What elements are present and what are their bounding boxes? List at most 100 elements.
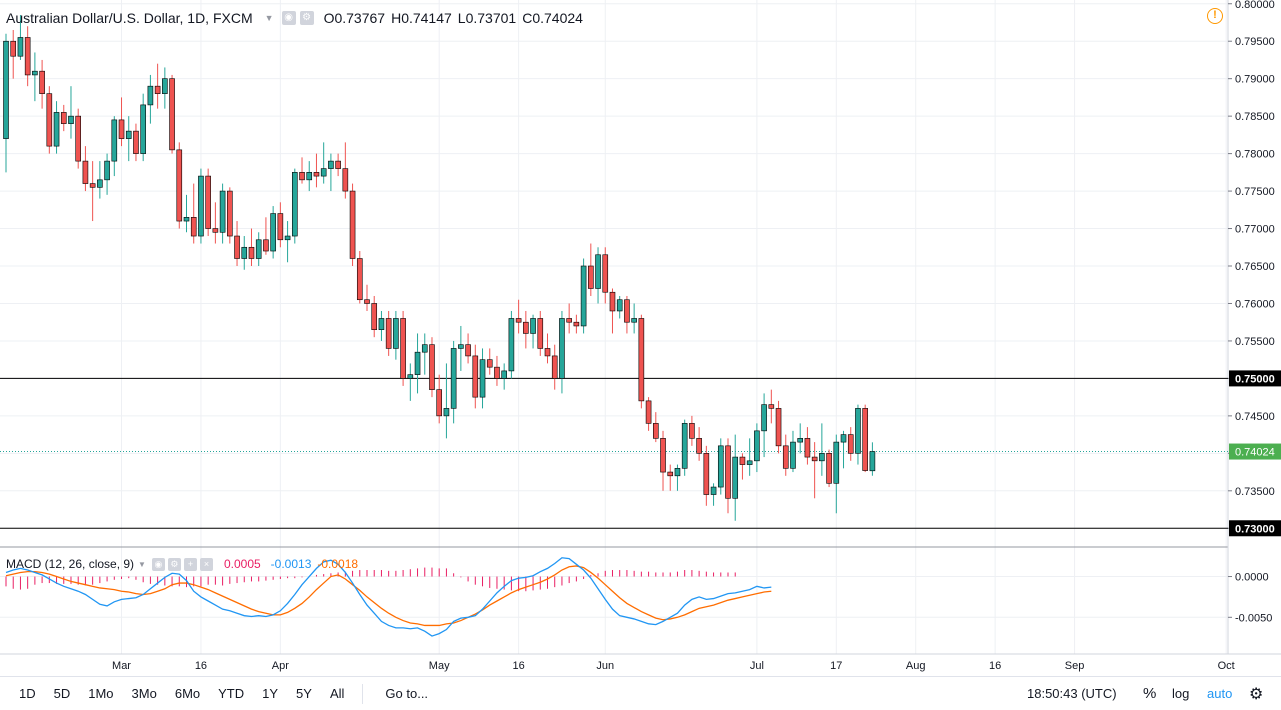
candle-body xyxy=(645,400,652,424)
range-6mo[interactable]: 6Mo xyxy=(174,686,201,701)
range-ytd[interactable]: YTD xyxy=(218,686,245,701)
candle xyxy=(371,295,378,338)
candle xyxy=(775,400,782,454)
candle xyxy=(450,340,457,424)
candle xyxy=(111,116,118,177)
candle-body xyxy=(862,408,868,471)
candle xyxy=(364,284,370,311)
candle xyxy=(400,310,406,386)
candle xyxy=(494,355,500,386)
last-price-badge xyxy=(1229,443,1281,460)
candle xyxy=(306,161,313,192)
candle-body xyxy=(754,430,760,462)
settings-gear-icon[interactable]: ⚙ xyxy=(1249,685,1264,703)
candle xyxy=(393,310,399,360)
candle-body xyxy=(17,37,24,57)
candle-body xyxy=(234,235,240,259)
candle-body xyxy=(602,254,609,293)
candle xyxy=(190,183,197,244)
price-tick-label: 0.77000 xyxy=(1235,224,1275,236)
candle-body xyxy=(833,441,840,484)
candle-body xyxy=(378,318,385,330)
range-5y[interactable]: 5Y xyxy=(296,686,312,701)
candle-body xyxy=(241,246,248,259)
candle-body xyxy=(3,40,9,139)
candle-body xyxy=(75,115,81,162)
candle-body xyxy=(486,359,493,368)
candle-body xyxy=(696,438,702,454)
candle-body xyxy=(89,183,96,188)
macd-chevron-down-icon[interactable]: ▼ xyxy=(138,559,146,569)
candle xyxy=(811,442,818,499)
eye-icon[interactable]: ◉ xyxy=(281,11,296,25)
candle xyxy=(458,325,464,371)
candle xyxy=(725,438,731,514)
candle xyxy=(17,14,24,60)
candle-body xyxy=(595,254,601,289)
gear-icon[interactable]: ⚙ xyxy=(299,11,314,25)
candle-body xyxy=(212,228,219,233)
price-chart-svg[interactable]: 0.80000 0.79500 0.79000 0.78500 0.78000 0.775… xyxy=(0,0,1281,676)
range-1d[interactable]: 1D xyxy=(19,686,36,701)
candle xyxy=(782,434,789,476)
candle-body xyxy=(847,434,854,454)
symbol-title[interactable]: Australian Dollar/U.S. Dollar, 1D, FXCM xyxy=(6,10,253,26)
time-tick-label: 17 xyxy=(830,660,842,672)
macd-plus-icon[interactable]: + xyxy=(183,557,197,571)
percent-scale-button[interactable]: % xyxy=(1143,685,1157,702)
macd-eye-icon[interactable]: ◉ xyxy=(151,557,165,571)
candle-body xyxy=(190,217,197,237)
candle-body xyxy=(761,404,767,432)
candle xyxy=(840,430,847,469)
candle-body xyxy=(154,85,161,94)
high-label: H xyxy=(391,10,402,26)
range-all[interactable]: All xyxy=(329,686,345,701)
candle xyxy=(125,116,132,162)
macd-title[interactable]: MACD (12, 26, close, 9) xyxy=(6,557,135,571)
high-value: 0.74147 xyxy=(401,10,452,26)
time-tick-label: Jul xyxy=(750,660,764,672)
candle xyxy=(609,288,616,334)
candle-body xyxy=(631,318,637,323)
candle-body xyxy=(198,175,204,237)
candle xyxy=(248,228,255,267)
candle xyxy=(573,314,580,334)
candle xyxy=(523,310,529,349)
range-1mo[interactable]: 1Mo xyxy=(88,686,114,701)
macd-gear-icon[interactable]: ⚙ xyxy=(167,557,181,571)
hline-price-badge xyxy=(1229,370,1281,387)
low-label: L xyxy=(457,10,466,26)
candle-body xyxy=(291,172,298,237)
candle xyxy=(46,86,53,154)
open-value: 0.73767 xyxy=(334,10,386,26)
time-tick-label: 16 xyxy=(195,660,207,672)
candle xyxy=(385,310,392,356)
auto-scale-button[interactable]: auto xyxy=(1207,686,1233,701)
candle-body xyxy=(118,119,125,139)
chevron-down-icon[interactable]: ▼ xyxy=(264,13,274,23)
macd-close-icon[interactable]: × xyxy=(199,557,213,571)
candle xyxy=(689,415,695,446)
candle-body xyxy=(573,321,580,327)
candle xyxy=(118,97,125,147)
price-tick-label: 0.76500 xyxy=(1235,261,1275,273)
time-tick-label: Mar xyxy=(112,660,131,672)
goto-button[interactable]: Go to... xyxy=(385,686,429,701)
candle-body xyxy=(580,265,587,327)
candle-body xyxy=(385,318,392,349)
candle-body xyxy=(140,104,146,154)
close-value: 0.74024 xyxy=(532,10,583,26)
log-scale-button[interactable]: log xyxy=(1172,686,1190,701)
candle xyxy=(616,295,623,319)
candle xyxy=(501,363,507,390)
candle xyxy=(60,104,67,132)
range-3mo[interactable]: 3Mo xyxy=(131,686,157,701)
range-1y[interactable]: 1Y xyxy=(262,686,279,701)
candle xyxy=(674,464,681,491)
alert-icon[interactable]: ! xyxy=(1207,8,1223,24)
range-5d[interactable]: 5D xyxy=(53,686,71,701)
clock-time[interactable]: 18:50:43 (UTC) xyxy=(1027,686,1117,701)
candle xyxy=(436,374,443,424)
candle-body xyxy=(46,93,53,147)
candle-body xyxy=(104,160,110,181)
